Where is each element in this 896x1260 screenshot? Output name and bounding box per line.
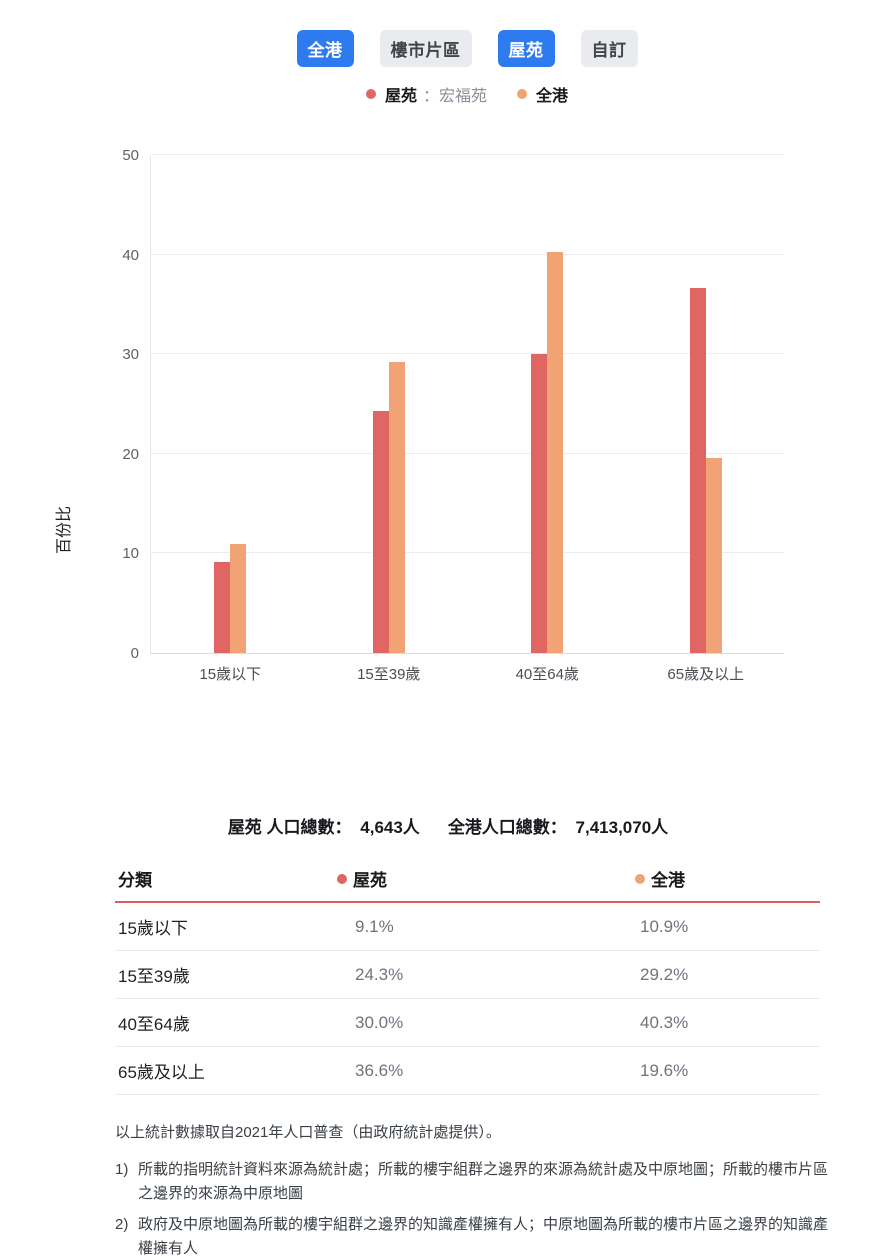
- y-tick-label: 10: [122, 545, 139, 563]
- estate-total-label: 屋苑 人口總數：: [227, 818, 352, 837]
- hk-series-dot-icon: [517, 89, 527, 99]
- bar-hk-1: [230, 544, 247, 653]
- row-category-label: 40至64歲: [118, 1015, 190, 1034]
- row-estate-value: 24.3%: [355, 964, 404, 984]
- bar-estate-3: [531, 354, 548, 653]
- footnotes: 以上統計數據取自2021年人口普查（由政府統計處提供）。 1) 所載的指明統計資料…: [115, 1121, 831, 1260]
- table-row: 15歲以下 9.1% 10.9%: [115, 903, 820, 951]
- tab-3[interactable]: 屋苑: [497, 30, 555, 67]
- tab-bar: 全港 樓市片區 屋苑 自訂: [0, 30, 896, 67]
- bar-estate-1: [214, 562, 231, 653]
- gridline-40: [151, 253, 784, 255]
- row-hk-value: 19.6%: [640, 1060, 689, 1080]
- row-category-label: 15歲以下: [118, 919, 188, 938]
- row-hk-value: 40.3%: [640, 1012, 689, 1032]
- y-axis-title: 百份比: [56, 505, 73, 555]
- estate-series-dot-icon: [337, 873, 347, 884]
- hk-series-dot-icon: [635, 873, 645, 884]
- legend-item-estate[interactable]: 屋苑 ：宏福苑: [365, 82, 487, 106]
- gridline-10: [151, 552, 784, 554]
- age-distribution-bar-chart: 百份比 0 10 20 30 40 50 15歲以下 15至39歲 40至64歲 65歲及以上: [0, 105, 896, 701]
- y-tick-label: 30: [122, 346, 139, 364]
- y-tick-label: 20: [122, 445, 139, 463]
- gridline-50: [151, 154, 784, 155]
- table-header-hk: 全港: [635, 866, 820, 891]
- legend-label-hk: 全港: [536, 88, 569, 105]
- row-estate-value: 30.0%: [355, 1012, 404, 1032]
- table-header-row: 分類 屋苑 全港: [115, 862, 820, 903]
- estate-total-value: 4,643人: [355, 818, 420, 837]
- population-totals: 屋苑 人口總數： 4,643人 全港人口總數： 7,413,070人: [0, 813, 896, 838]
- table-header-hk-label: 全港: [651, 871, 685, 890]
- gridline-20: [151, 452, 784, 454]
- footnote-number: 1): [115, 1161, 129, 1178]
- table-header-estate: 屋苑: [337, 866, 635, 891]
- tab-4[interactable]: 自訂: [580, 30, 638, 67]
- bar-estate-4: [689, 288, 706, 653]
- y-tick-label: 0: [130, 645, 139, 662]
- y-tick-label: 50: [122, 147, 139, 164]
- bar-hk-2: [388, 362, 405, 653]
- footnote-item-2: 2) 政府及中原地圖為所載的樓宇組群之邊界的知識產權擁有人；中原地圖為所載的樓市片…: [115, 1213, 831, 1260]
- comparison-table: 分類 屋苑 全港 15歲以下 9.1% 10.9% 15至39歲 24.3% 29.2% 4…: [115, 862, 820, 1095]
- table-body: 15歲以下 9.1% 10.9% 15至39歲 24.3% 29.2% 40至64歲 30.0…: [115, 903, 820, 1095]
- footnote-number: 2): [115, 1216, 129, 1233]
- hk-total-value: 7,413,070人: [570, 818, 669, 837]
- hk-total-label: 全港人口總數：: [447, 818, 567, 837]
- x-axis-label: 15歲以下: [199, 666, 262, 683]
- legend-item-hk[interactable]: 全港: [517, 82, 568, 106]
- estate-series-dot-icon: [365, 89, 376, 99]
- row-estate-value: 9.1%: [355, 916, 394, 936]
- legend-label-estate: 屋苑: [384, 88, 417, 105]
- gridline-30: [151, 353, 784, 355]
- table-row: 15至39歲 24.3% 29.2%: [115, 951, 820, 999]
- x-axis-label: 15至39歲: [357, 666, 421, 683]
- footnote-text: 政府及中原地圖為所載的樓宇組群之邊界的知識產權擁有人；中原地圖為所載的樓市片區之…: [138, 1216, 829, 1257]
- data-source-note: 以上統計數據取自2021年人口普查（由政府統計處提供）。: [115, 1124, 501, 1141]
- x-axis-label: 40至64歲: [515, 666, 579, 683]
- bar-hk-3: [547, 251, 564, 653]
- tab-1[interactable]: 全港: [296, 30, 354, 67]
- row-hk-value: 29.2%: [640, 964, 689, 984]
- plot-area: 0 10 20 30 40 50 15歲以下 15至39歲 40至64歲 65歲及以上: [122, 147, 784, 683]
- tab-2[interactable]: 樓市片區: [379, 30, 472, 67]
- table-row: 65歲及以上 36.6% 19.6%: [115, 1047, 820, 1095]
- row-hk-value: 10.9%: [640, 916, 689, 936]
- legend-sublabel-estate-name: ：宏福苑: [422, 88, 487, 105]
- x-axis-label: 65歲及以上: [667, 666, 745, 683]
- bar-estate-2: [372, 410, 389, 653]
- table-header-estate-label: 屋苑: [353, 871, 387, 890]
- footnote-text: 所載的指明統計資料來源為統計處；所載的樓宇組群之邊界的來源為統計處及中原地圖；所…: [138, 1161, 829, 1202]
- footnote-item-1: 1) 所載的指明統計資料來源為統計處；所載的樓宇組群之邊界的來源為統計處及中原地圖…: [115, 1158, 831, 1206]
- y-tick-label: 40: [122, 246, 139, 264]
- row-category-label: 15至39歲: [118, 967, 190, 986]
- table-header-category: 分類: [118, 871, 152, 890]
- bar-hk-4: [705, 457, 722, 653]
- row-estate-value: 36.6%: [355, 1060, 404, 1080]
- row-category-label: 65歲及以上: [118, 1063, 205, 1082]
- table-row: 40至64歲 30.0% 40.3%: [115, 999, 820, 1047]
- chart-legend: 屋苑 ：宏福苑 全港: [0, 83, 896, 105]
